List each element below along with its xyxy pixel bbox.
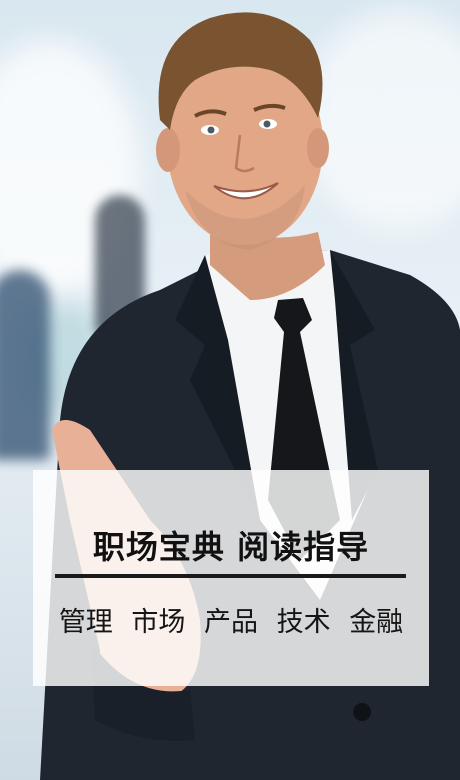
ear-right [307,128,329,168]
headline: 职场宝典 阅读指导 [92,528,370,566]
sleeve [90,640,195,741]
hair [158,12,323,130]
tag-marketing: 市场 [131,607,186,638]
smile [213,182,279,200]
face [167,45,323,245]
tag-finance: 金融 [349,607,404,638]
background-light [300,10,460,230]
headline-divider [55,574,406,578]
tag-management: 管理 [58,607,113,638]
tag-product: 产品 [204,607,258,638]
lapel-left [175,255,260,520]
ear-left [156,128,180,172]
lapel-right [330,250,378,520]
tag-technology: 技术 [276,607,331,638]
title-panel: 职场宝典 阅读指导 管理 市场 产品 技术 金融 [33,470,429,686]
blurred-background-person [0,270,50,460]
jacket-button [353,703,371,721]
topic-tags: 管理 市场 产品 技术 金融 [33,600,429,639]
